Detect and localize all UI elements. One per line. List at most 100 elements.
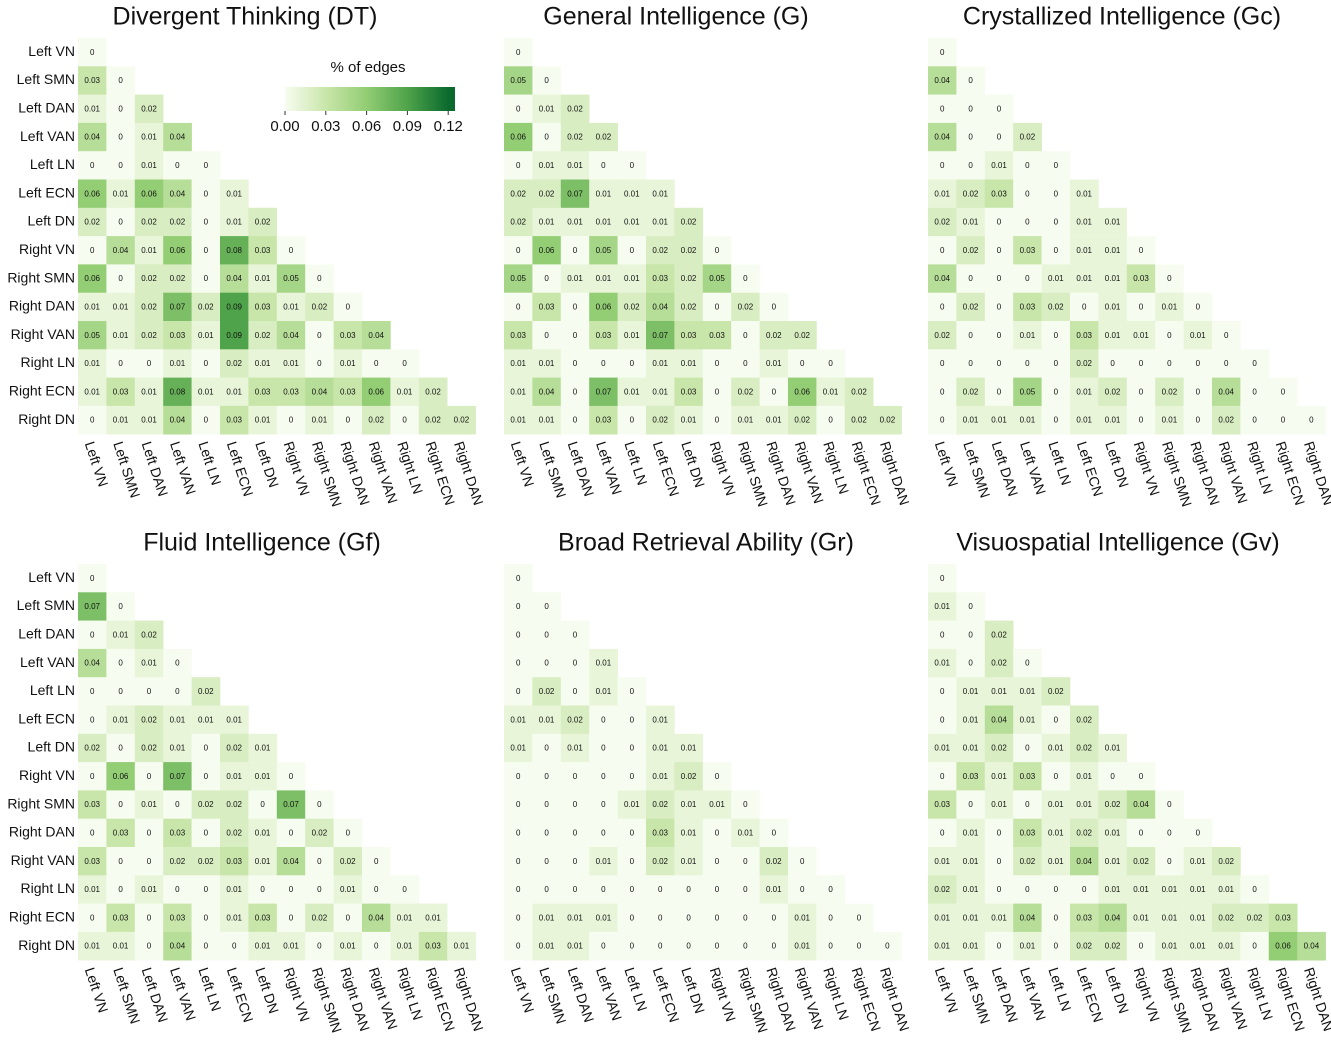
heatmap-cell [532, 151, 562, 180]
heatmap-cell [1126, 292, 1156, 322]
cell-value: 0.03 [113, 387, 129, 396]
column-label: Left DAN [139, 439, 172, 498]
cell-value: 0.03 [170, 331, 186, 340]
heatmap-cell [984, 931, 1014, 961]
heatmap-cell [674, 903, 704, 933]
cell-value: 0 [346, 416, 351, 425]
heatmap-cell [248, 903, 278, 933]
heatmap-cell [134, 648, 164, 678]
cell-value: 0 [573, 800, 578, 809]
column-label: Left SMN [110, 965, 143, 1025]
heatmap-cell [788, 321, 817, 350]
cell-value: 0.03 [709, 331, 725, 340]
heatmap-cell [617, 179, 647, 209]
cell-value: 0.03 [113, 913, 129, 922]
row-label: Left DN [28, 739, 75, 755]
row-label: Left VN [28, 43, 75, 59]
heatmap-cell [1155, 931, 1184, 961]
heatmap-cell [191, 762, 221, 791]
cell-value: 0.01 [255, 828, 271, 837]
cell-value: 0 [1196, 828, 1201, 837]
heatmap-cell [1041, 207, 1071, 237]
heatmap-cell [560, 705, 590, 735]
heatmap-cell [134, 207, 164, 237]
heatmap-cell [191, 931, 221, 961]
cell-value: 0.01 [963, 828, 979, 837]
cell-value: 0.03 [340, 387, 356, 396]
cell-value: 0.03 [255, 302, 271, 311]
cell-value: 0.02 [766, 857, 782, 866]
cell-value: 0.06 [141, 189, 157, 198]
row-label: Left ECN [18, 184, 75, 200]
heatmap-cell [731, 931, 760, 961]
cell-value: 0 [857, 942, 862, 951]
heatmap-cell [928, 377, 957, 407]
heatmap-cell [276, 292, 306, 322]
heatmap-cell [106, 903, 136, 933]
heatmap-cell [984, 377, 1014, 407]
heatmap-cell [106, 705, 136, 735]
heatmap-cell [1041, 377, 1071, 407]
cell-value: 0.04 [113, 246, 129, 255]
cell-value: 0 [516, 659, 521, 668]
cell-value: 0.01 [766, 359, 782, 368]
cell-value: 0.01 [624, 800, 640, 809]
cell-value: 0.02 [681, 246, 697, 255]
heatmap-cell [1098, 264, 1128, 293]
cell-value: 0.02 [1048, 687, 1064, 696]
cell-value: 0.07 [84, 602, 100, 611]
heatmap-cell [589, 151, 618, 180]
column-label: Left DN [1102, 439, 1132, 489]
heatmap-cell [1098, 321, 1128, 350]
cell-value: 0.03 [991, 189, 1007, 198]
heatmap-cell [305, 292, 334, 322]
cell-value: 0.01 [397, 913, 413, 922]
cell-value: 0.09 [226, 331, 242, 340]
heatmap-cell [731, 405, 760, 435]
heatmap-cell [220, 790, 249, 819]
heatmap-cell [759, 377, 789, 407]
heatmap-cell [617, 405, 647, 435]
heatmap-cell [1183, 377, 1213, 407]
heatmap-cell [928, 931, 957, 961]
heatmap-cell [191, 377, 221, 407]
cell-value: 0.04 [539, 387, 555, 396]
cell-value: 0 [374, 885, 379, 894]
cell-value: 0 [573, 331, 578, 340]
heatmap-cell [617, 677, 647, 706]
heatmap-cell [1013, 151, 1042, 180]
cell-value: 0.01 [226, 387, 242, 396]
heatmap-cell [1183, 903, 1213, 933]
cell-value: 0.01 [681, 359, 697, 368]
heatmap-cell [1212, 875, 1241, 904]
column-label: Left ECN [650, 965, 683, 1024]
cell-value: 0.06 [596, 302, 612, 311]
cell-value: 0 [743, 800, 748, 809]
heatmap-cell [305, 790, 334, 819]
cell-value: 0.01 [766, 416, 782, 425]
heatmap-cell [248, 236, 278, 265]
cell-value: 0.02 [510, 218, 526, 227]
cell-value: 0 [968, 659, 973, 668]
cell-value: 0.04 [934, 133, 950, 142]
heatmap-cell [560, 349, 590, 378]
cell-value: 0 [997, 857, 1002, 866]
cell-value: 0.03 [1020, 772, 1036, 781]
heatmap-cell [589, 931, 618, 961]
cell-value: 0.01 [652, 387, 668, 396]
cell-value: 0 [686, 913, 691, 922]
heatmap-cell [1155, 264, 1184, 293]
heatmap-cell [702, 264, 732, 293]
cell-value: 0 [828, 942, 833, 951]
cell-value: 0 [260, 800, 265, 809]
heatmap-cell [333, 321, 363, 350]
cell-value: 0.01 [1105, 331, 1121, 340]
cell-value: 0 [118, 744, 123, 753]
heatmap-cell [1126, 818, 1156, 848]
heatmap-cell [276, 236, 306, 265]
cell-value: 0.01 [539, 359, 555, 368]
cell-value: 0.02 [425, 387, 441, 396]
heatmap-cell [191, 321, 221, 350]
heatmap-cell [1297, 405, 1326, 435]
heatmap-cell [504, 875, 533, 904]
